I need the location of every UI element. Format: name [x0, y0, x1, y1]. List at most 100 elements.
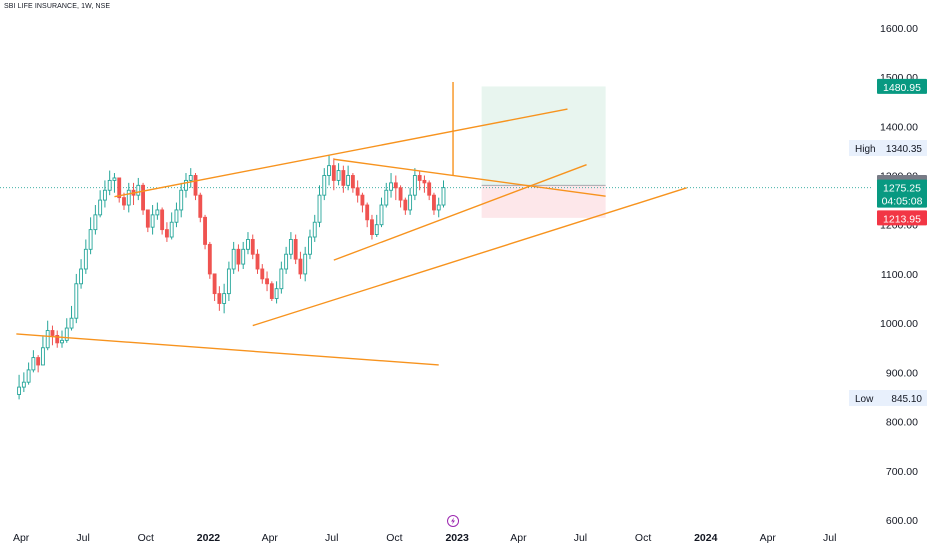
candle[interactable]	[193, 175, 198, 196]
candle[interactable]	[160, 209, 165, 231]
candle[interactable]	[107, 179, 112, 191]
candle[interactable]	[312, 221, 317, 238]
candle[interactable]	[403, 199, 408, 211]
candle[interactable]	[250, 239, 255, 255]
candle[interactable]	[45, 330, 50, 349]
candle[interactable]	[327, 165, 331, 176]
candle[interactable]	[236, 248, 241, 265]
candle[interactable]	[184, 179, 188, 191]
candle[interactable]	[207, 243, 212, 275]
trendline[interactable]	[16, 333, 439, 366]
candle[interactable]	[88, 229, 93, 250]
candle[interactable]	[179, 189, 184, 211]
candle[interactable]	[412, 175, 417, 196]
trendline[interactable]	[333, 158, 606, 197]
candle[interactable]	[136, 184, 141, 196]
trendline[interactable]	[114, 108, 568, 198]
candle[interactable]	[427, 182, 432, 196]
candle[interactable]	[374, 224, 379, 235]
candle[interactable]	[269, 283, 274, 299]
candle[interactable]	[174, 209, 179, 223]
candle[interactable]	[417, 175, 422, 181]
candle[interactable]	[350, 175, 355, 189]
candle[interactable]	[370, 219, 374, 235]
candle[interactable]	[93, 214, 98, 231]
candle[interactable]	[265, 278, 269, 285]
candle[interactable]	[64, 327, 69, 341]
x-tick-label: Oct	[138, 532, 154, 544]
candle[interactable]	[293, 239, 298, 260]
candle[interactable]	[74, 283, 79, 319]
candle[interactable]	[389, 182, 393, 191]
candle[interactable]	[331, 165, 336, 181]
y-tick-label: 700.00	[886, 466, 918, 478]
candle[interactable]	[126, 189, 131, 206]
candle[interactable]	[360, 194, 365, 206]
candle[interactable]	[231, 248, 236, 270]
candle[interactable]	[288, 239, 293, 255]
candle[interactable]	[317, 194, 322, 223]
candle[interactable]	[169, 221, 174, 238]
candle[interactable]	[279, 268, 284, 290]
candle[interactable]	[260, 268, 265, 280]
candle[interactable]	[36, 357, 41, 366]
candle[interactable]	[222, 293, 227, 304]
candle[interactable]	[102, 189, 107, 201]
stop-zone[interactable]	[481, 185, 606, 218]
candle[interactable]	[17, 386, 22, 395]
candle[interactable]	[155, 209, 160, 216]
candle[interactable]	[226, 268, 231, 295]
candle[interactable]	[117, 177, 122, 199]
candle[interactable]	[40, 347, 45, 366]
candle[interactable]	[346, 175, 351, 186]
candle[interactable]	[164, 229, 169, 238]
candle[interactable]	[21, 381, 26, 388]
candle[interactable]	[284, 253, 289, 270]
candle[interactable]	[303, 253, 308, 275]
candle[interactable]	[188, 175, 193, 181]
candle[interactable]	[322, 175, 327, 196]
target-zone[interactable]	[481, 86, 606, 186]
candle[interactable]	[422, 179, 427, 184]
candle[interactable]	[212, 273, 217, 295]
candle[interactable]	[217, 293, 222, 304]
candle[interactable]	[98, 199, 103, 216]
candle[interactable]	[408, 194, 413, 211]
candle[interactable]	[141, 184, 145, 211]
candle[interactable]	[355, 187, 360, 196]
candle[interactable]	[274, 288, 279, 299]
candle[interactable]	[198, 194, 203, 218]
candle[interactable]	[341, 170, 346, 186]
candle[interactable]	[379, 204, 384, 226]
candle[interactable]	[83, 248, 88, 270]
candle[interactable]	[69, 317, 74, 329]
candle[interactable]	[203, 216, 207, 245]
trendline[interactable]	[252, 187, 687, 327]
candle[interactable]	[308, 236, 312, 255]
candle[interactable]	[79, 268, 83, 285]
candle[interactable]	[55, 334, 60, 344]
candle[interactable]	[112, 177, 117, 181]
candle[interactable]	[393, 182, 398, 189]
candle[interactable]	[336, 170, 341, 181]
candle[interactable]	[122, 197, 126, 206]
candle[interactable]	[50, 330, 55, 336]
candle[interactable]	[31, 357, 36, 371]
trendline[interactable]	[333, 164, 587, 261]
candle[interactable]	[255, 253, 260, 270]
candle[interactable]	[145, 209, 150, 228]
candle[interactable]	[150, 214, 155, 228]
candle[interactable]	[436, 204, 441, 211]
candle[interactable]	[26, 369, 31, 383]
candle[interactable]	[298, 258, 303, 275]
candle[interactable]	[60, 339, 64, 344]
candle[interactable]	[441, 187, 446, 206]
candle[interactable]	[432, 194, 436, 211]
candle[interactable]	[246, 239, 250, 250]
low-marker-value: 845.10	[891, 394, 922, 405]
candle[interactable]	[241, 248, 246, 265]
candle[interactable]	[365, 204, 370, 221]
candle[interactable]	[398, 187, 403, 201]
candle[interactable]	[384, 189, 389, 206]
